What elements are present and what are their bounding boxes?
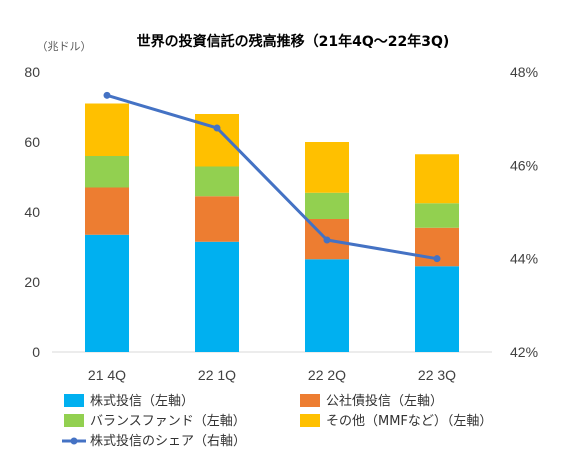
y-left-tick-label: 0 — [32, 344, 40, 360]
bar-segment — [415, 154, 459, 204]
share-line — [103, 91, 441, 263]
x-tick-label: 22 3Q — [418, 367, 456, 383]
bars — [85, 103, 459, 352]
bar-segment — [305, 192, 349, 219]
bar-segment — [195, 241, 239, 352]
bar-segment — [195, 166, 239, 197]
x-tick-label: 22 2Q — [308, 367, 346, 383]
y-right-tick-label: 42% — [510, 344, 538, 360]
share-point — [433, 255, 441, 263]
legend-label: その他（MMFなど）（左軸） — [326, 414, 492, 429]
y-left-tick-label: 80 — [24, 64, 40, 80]
y-right-tick-label: 48% — [510, 64, 538, 80]
y-left-tick-label: 20 — [24, 274, 40, 290]
legend-label: 公社債投信（左軸） — [326, 393, 443, 409]
left-axis-unit: （兆ドル） — [37, 40, 92, 53]
bar-segment — [85, 187, 129, 235]
legend-swatch — [64, 394, 84, 407]
legend-swatch — [300, 394, 320, 407]
share-point — [103, 91, 111, 99]
bar-segment — [415, 203, 459, 228]
share-line-path — [106, 93, 438, 261]
axes: 0 20 40 60 80 42% 44% 46% 48% 21 4Q 22 1Q 22 2Q 22 3… — [24, 64, 538, 383]
legend-swatch — [64, 414, 84, 427]
y-left-tick-label: 60 — [24, 134, 40, 150]
bar-segment — [85, 103, 129, 156]
x-tick-label: 21 4Q — [88, 367, 126, 383]
legend-label: バランスファンド（左軸） — [90, 414, 246, 429]
x-tick-label: 22 1Q — [198, 367, 236, 383]
legend-swatch — [300, 414, 320, 427]
bar-segment — [415, 266, 459, 352]
y-right-tick-label: 44% — [510, 251, 538, 267]
legend-label: 株式投信のシェア（右軸） — [90, 433, 246, 449]
y-left-tick-label: 40 — [24, 204, 40, 220]
y-right-tick-label: 46% — [510, 157, 538, 173]
legend: 株式投信（左軸） 公社債投信（左軸） バランスファンド（左軸） その他（MMFなど）（… — [62, 393, 492, 449]
bar-segment — [195, 196, 239, 242]
legend-line-marker — [70, 437, 78, 445]
chart-title: 世界の投資信託の残高推移（21年4Q～22年3Q) — [137, 33, 450, 50]
share-point — [323, 236, 331, 244]
bar-segment — [305, 259, 349, 352]
bar-segment — [85, 234, 129, 352]
legend-label: 株式投信（左軸） — [90, 393, 194, 409]
bar-segment — [305, 142, 349, 193]
bar-segment — [85, 156, 129, 188]
share-point — [213, 124, 221, 132]
